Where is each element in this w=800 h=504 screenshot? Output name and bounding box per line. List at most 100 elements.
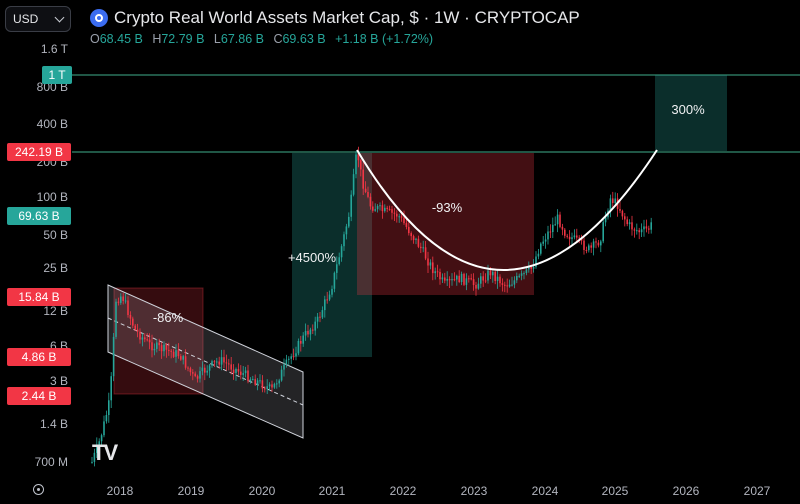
candle-body bbox=[211, 361, 213, 366]
candle-body bbox=[427, 258, 429, 266]
candle-body bbox=[132, 318, 134, 326]
candle-body bbox=[182, 356, 184, 360]
chevron-down-icon bbox=[54, 12, 65, 22]
currency-label: USD bbox=[13, 12, 39, 26]
candle-body bbox=[141, 337, 144, 340]
candle-body bbox=[136, 329, 139, 332]
symbol-header: Crypto Real World Assets Market Cap, $ ·… bbox=[90, 8, 580, 46]
candle-body bbox=[624, 216, 626, 220]
candle-body bbox=[436, 271, 439, 273]
candle-body bbox=[640, 229, 643, 233]
candle-body bbox=[105, 415, 108, 422]
drawdown-box-2021 bbox=[357, 153, 534, 295]
candle-body bbox=[98, 441, 100, 445]
annotation-label: +4500% bbox=[288, 250, 337, 265]
candle-body bbox=[91, 461, 93, 463]
y-tick-label: 1.6 T bbox=[41, 42, 69, 56]
candle-body bbox=[156, 342, 158, 349]
candle-body bbox=[571, 237, 573, 240]
candle-body bbox=[180, 356, 182, 360]
ohlc-low-key: L bbox=[213, 32, 221, 46]
candle-body bbox=[506, 285, 508, 287]
candle-body bbox=[336, 264, 338, 273]
target-box bbox=[655, 75, 727, 151]
price-label-text: 69.63 B bbox=[18, 209, 59, 223]
candle-body bbox=[439, 272, 441, 280]
candle-body bbox=[230, 364, 232, 370]
candle-body bbox=[367, 192, 369, 197]
candle-body bbox=[103, 421, 105, 436]
grid bbox=[72, 74, 800, 153]
candle-body bbox=[638, 230, 640, 233]
candle-body bbox=[597, 242, 600, 246]
currency-selector[interactable]: USD bbox=[5, 6, 71, 32]
candle-body bbox=[393, 212, 396, 214]
candle-body bbox=[633, 229, 636, 231]
candle-body bbox=[494, 271, 496, 281]
tradingview-logo[interactable]: TV bbox=[92, 440, 118, 465]
candle-body bbox=[326, 299, 328, 301]
candle-body bbox=[321, 310, 324, 318]
candle-body bbox=[122, 296, 124, 301]
candle-body bbox=[252, 379, 254, 381]
candle-body bbox=[516, 276, 518, 281]
chart-title[interactable]: Crypto Real World Assets Market Cap, $ ·… bbox=[114, 8, 580, 27]
candle-body bbox=[292, 356, 295, 358]
candle-body bbox=[254, 379, 256, 385]
candle-body bbox=[612, 198, 614, 203]
bottom-arc-line bbox=[356, 149, 658, 271]
gear-icon[interactable] bbox=[33, 484, 44, 495]
candle-body bbox=[93, 452, 96, 462]
x-tick-label: 2025 bbox=[602, 484, 629, 498]
price-label-bg bbox=[7, 288, 71, 306]
candle-body bbox=[482, 276, 484, 281]
candle-body bbox=[242, 373, 244, 375]
candle-body bbox=[204, 367, 206, 373]
candle-body bbox=[590, 245, 592, 248]
drawing-overlays bbox=[107, 75, 727, 439]
candle-body bbox=[379, 205, 381, 207]
ohlc-change: +1.18 B (+1.72%) bbox=[335, 32, 434, 46]
candle-body bbox=[540, 243, 542, 254]
candle-body bbox=[410, 233, 412, 237]
rally-box bbox=[292, 153, 372, 357]
y-tick-label: 400 B bbox=[37, 117, 68, 131]
candle-body bbox=[271, 384, 273, 388]
candle-body bbox=[127, 300, 129, 315]
ohlc-low: 67.86 B bbox=[220, 32, 264, 46]
candle-body bbox=[350, 194, 352, 217]
candle-body bbox=[213, 361, 216, 363]
candle-body bbox=[487, 270, 489, 281]
candle-body bbox=[360, 160, 362, 170]
candle-body bbox=[448, 279, 451, 281]
candle-body bbox=[460, 273, 463, 282]
candle-body bbox=[124, 300, 127, 302]
candle-body bbox=[583, 240, 585, 250]
candle-body bbox=[328, 294, 331, 300]
crypto-coin-icon bbox=[90, 9, 108, 27]
candle-body bbox=[645, 226, 648, 229]
candle-body bbox=[396, 213, 398, 217]
candle-body bbox=[235, 369, 237, 374]
x-tick-label: 2023 bbox=[461, 484, 488, 498]
candle-body bbox=[511, 284, 513, 286]
candle-body bbox=[223, 357, 225, 363]
candle-body bbox=[619, 209, 621, 211]
candle-body bbox=[600, 241, 602, 246]
candle-body bbox=[153, 348, 156, 351]
candle-body bbox=[96, 444, 98, 453]
price-label-bg bbox=[7, 348, 71, 366]
candle-body bbox=[475, 285, 477, 289]
candle-body bbox=[458, 275, 460, 282]
candle-body bbox=[184, 356, 187, 368]
candle-body bbox=[172, 351, 175, 357]
candle-body bbox=[273, 383, 276, 388]
candle-body bbox=[530, 266, 532, 269]
candle-body bbox=[345, 226, 348, 235]
candle-body bbox=[261, 380, 264, 389]
candle-body bbox=[340, 246, 343, 258]
candle-body bbox=[268, 384, 271, 387]
candle-body bbox=[446, 279, 448, 281]
candle-body bbox=[333, 272, 336, 289]
